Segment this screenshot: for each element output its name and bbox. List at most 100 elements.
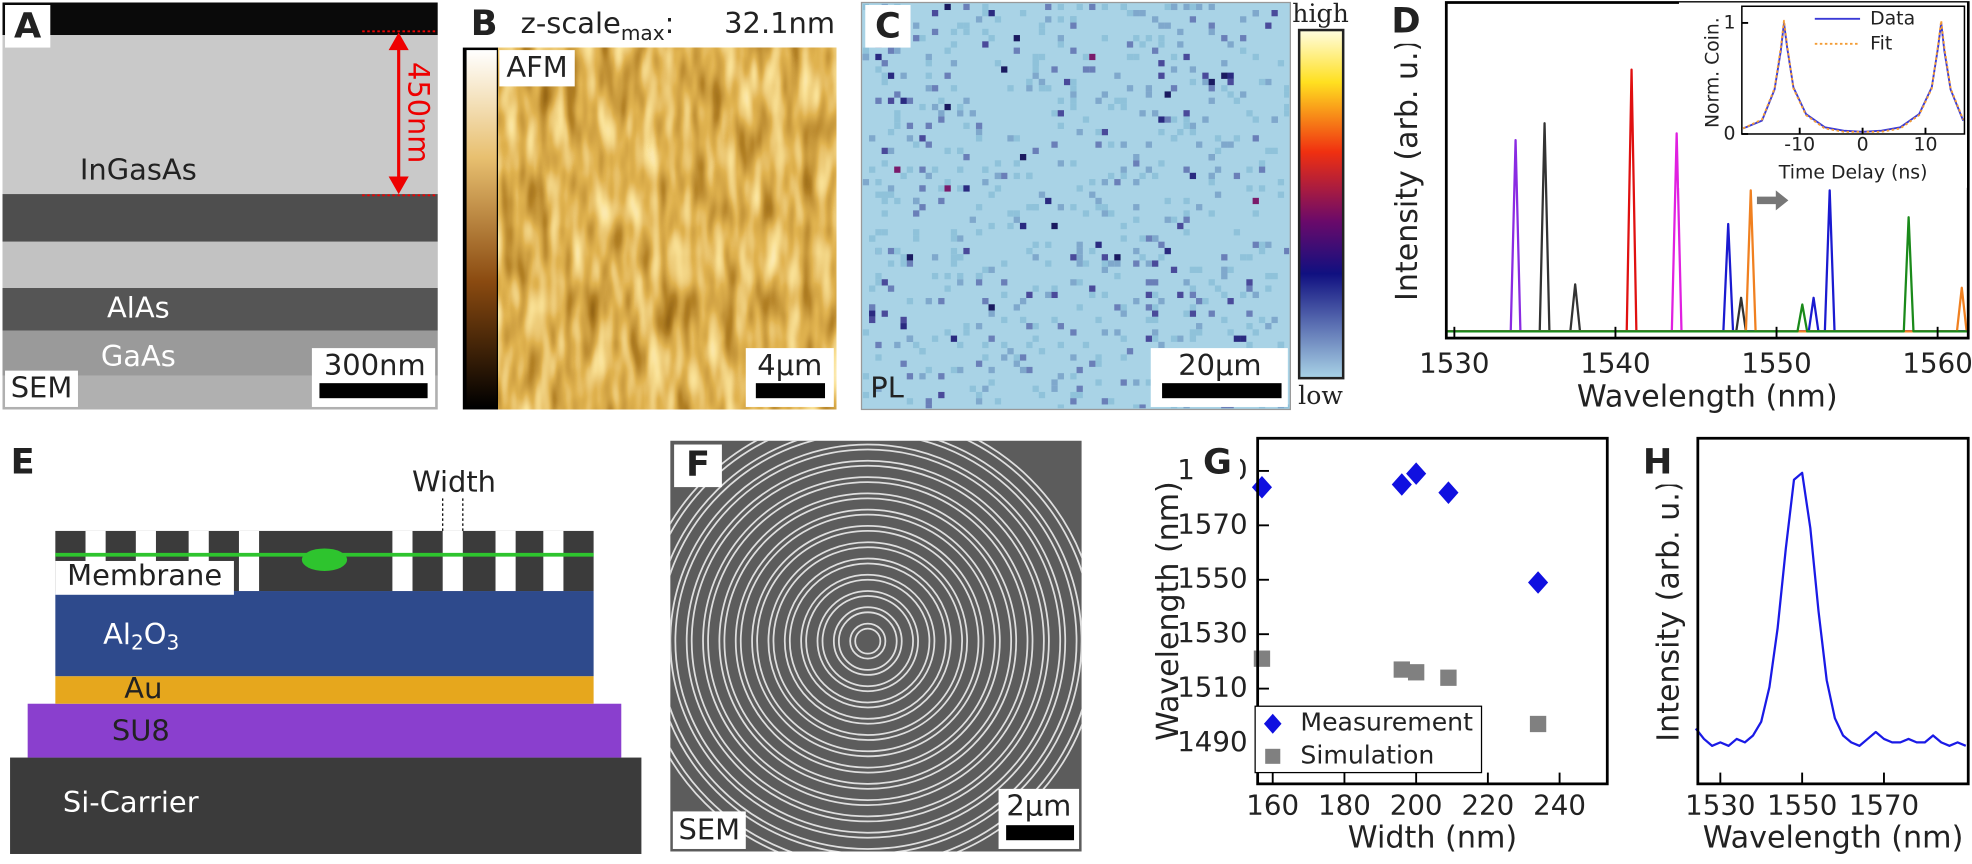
layer xyxy=(2,288,438,331)
pl-pixel xyxy=(1032,204,1039,211)
panel-label: H xyxy=(1643,441,1672,482)
pl-pixel xyxy=(881,279,888,286)
label-box xyxy=(674,444,722,488)
pl-pixel xyxy=(875,272,882,280)
pl-pixel xyxy=(1114,272,1121,280)
axes-frame xyxy=(1696,436,1970,786)
pl-pixel xyxy=(1189,285,1197,292)
pl-pixel xyxy=(994,185,1002,192)
pl-pixel xyxy=(869,166,876,173)
pl-pixel xyxy=(1246,166,1253,173)
panel-label: E xyxy=(11,441,35,482)
panel-e: Width Membrane Al2O3 Au SU8 Si-Carrier E xyxy=(10,441,642,854)
su8-label: SU8 xyxy=(112,714,170,748)
pl-pixel xyxy=(1208,28,1215,36)
pl-pixel xyxy=(1189,329,1197,336)
pl-pixel xyxy=(925,172,932,180)
pl-pixel xyxy=(1189,122,1197,129)
ring xyxy=(685,459,1050,823)
pl-pixel xyxy=(1240,47,1247,54)
pl-pixel xyxy=(963,3,970,11)
pl-pixel xyxy=(1284,110,1290,117)
pl-pixel xyxy=(1227,91,1234,98)
pl-pixel xyxy=(1120,3,1127,11)
pl-pixel xyxy=(1284,103,1290,111)
line xyxy=(1446,122,1969,333)
pl-pixel xyxy=(906,166,914,173)
arrow-head xyxy=(388,176,409,195)
panel-label: D xyxy=(1391,1,1420,42)
pl-pixel xyxy=(1196,323,1203,330)
pl-pixel xyxy=(1045,85,1052,92)
pl-pixel xyxy=(1032,147,1039,155)
pl-pixel xyxy=(1120,103,1127,111)
pl-pixel xyxy=(1082,53,1090,61)
pl-pixel xyxy=(1183,166,1190,173)
pl-pixel xyxy=(975,279,983,286)
pl-pixel xyxy=(1013,172,1020,180)
pl-pixel xyxy=(1076,247,1083,255)
ring xyxy=(805,578,931,704)
pl-pixel xyxy=(1133,379,1140,386)
colorbar xyxy=(466,50,497,407)
label-box xyxy=(672,811,746,849)
al2o3-label: Al2O3 xyxy=(103,617,179,654)
pl-pixel xyxy=(1221,266,1228,273)
pl-pixel xyxy=(1170,3,1178,11)
pl-pixel xyxy=(1101,254,1108,261)
pl-pixel xyxy=(950,335,958,342)
pl-pixel xyxy=(1252,135,1259,142)
pl-pixel xyxy=(988,310,995,317)
pl-pixel xyxy=(1057,204,1064,211)
pl-pixel xyxy=(1101,91,1108,98)
pl-pixel xyxy=(1001,172,1008,180)
pl-pixel xyxy=(881,60,888,67)
line xyxy=(1446,216,1969,333)
pl-pixel xyxy=(887,247,895,255)
pl-pixel xyxy=(1158,35,1165,42)
pl-pixel xyxy=(975,204,983,211)
pl-pixel xyxy=(1026,204,1033,211)
pl-pixel xyxy=(931,254,939,261)
pl-pixel xyxy=(862,47,870,54)
pl-pixel xyxy=(1227,298,1234,305)
pl-pixel xyxy=(950,229,958,236)
pl-pixel xyxy=(1271,147,1278,155)
pl-pixel xyxy=(1246,285,1253,292)
pl-pixel xyxy=(1183,279,1190,286)
pl-pixel xyxy=(1070,354,1077,361)
ring xyxy=(767,541,969,741)
pl-pixel xyxy=(894,166,901,173)
rings xyxy=(670,440,1082,852)
pl-pixel xyxy=(919,348,926,355)
layer-label: GaAs xyxy=(101,339,176,373)
pl-pixel xyxy=(900,316,907,324)
pl-pixel xyxy=(1139,235,1146,242)
pl-pixel xyxy=(950,260,958,267)
pl-pixel xyxy=(1252,291,1259,299)
pl-pixel xyxy=(1158,22,1165,29)
pl-pixel xyxy=(1271,116,1278,123)
pl-pixel xyxy=(1095,97,1102,104)
pl-pixel xyxy=(1038,22,1046,29)
pl-pixel xyxy=(862,179,870,186)
pl-pixel xyxy=(925,72,932,79)
pl-pixel xyxy=(1202,116,1209,123)
pl-pixel xyxy=(1013,216,1020,223)
pl-pixel xyxy=(869,285,876,292)
pl-pixel xyxy=(1057,323,1064,330)
pl-pixel xyxy=(913,341,920,349)
carrier-label: Si-Carrier xyxy=(63,785,199,819)
pl-pixel xyxy=(1233,135,1241,142)
pl-pixel xyxy=(1145,379,1153,386)
point xyxy=(1406,462,1427,485)
pl-pixel xyxy=(869,304,876,311)
pl-pixel xyxy=(1152,310,1159,317)
pl-pixel xyxy=(1227,41,1234,48)
pl-pixels xyxy=(862,3,1290,409)
pl-pixel xyxy=(1026,78,1033,86)
pl-pixel xyxy=(1026,85,1033,92)
inset-background xyxy=(1678,2,1967,188)
pl-pixel xyxy=(1145,166,1153,173)
